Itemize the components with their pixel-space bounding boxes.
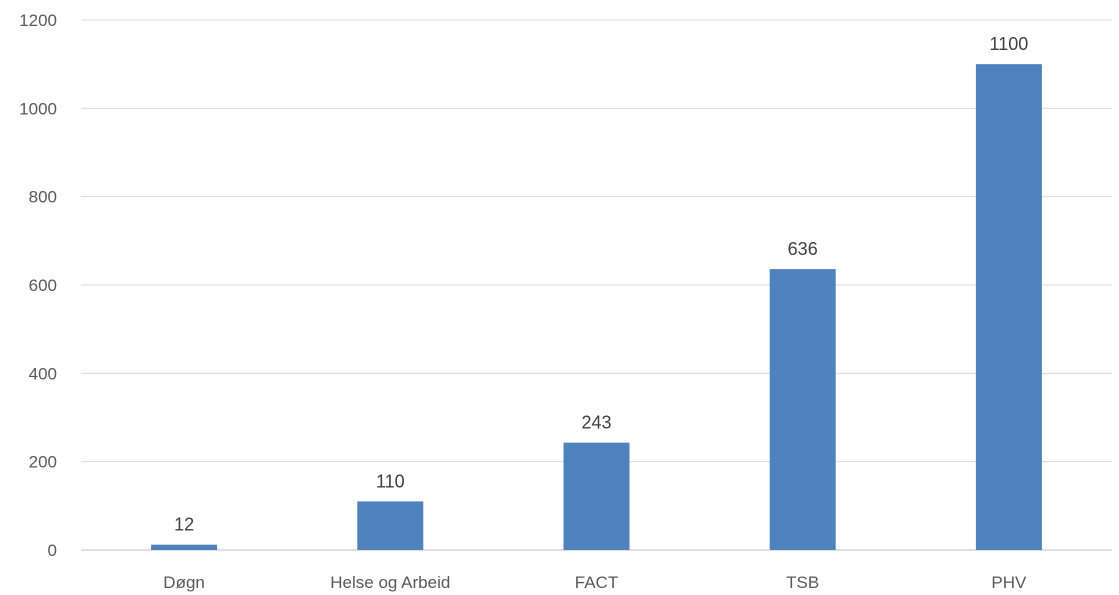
data-label: 110 xyxy=(376,471,405,491)
x-tick-label: Døgn xyxy=(163,573,205,592)
data-label: 636 xyxy=(788,239,818,259)
bar xyxy=(975,64,1042,551)
y-tick-label: 400 xyxy=(29,364,57,383)
y-tick-label: 200 xyxy=(29,453,57,472)
data-labels: 12 110 243 636 1100 xyxy=(174,34,1028,535)
x-tick-label: PHV xyxy=(991,573,1027,592)
bars xyxy=(151,64,1042,551)
y-tick-label: 600 xyxy=(29,276,57,295)
y-tick-label: 1000 xyxy=(19,99,57,118)
x-tick-label: FACT xyxy=(575,573,618,592)
y-tick-label: 0 xyxy=(48,541,57,560)
y-tick-label: 1200 xyxy=(19,11,57,30)
bar xyxy=(357,501,424,550)
data-label: 243 xyxy=(581,413,611,433)
y-tick-label: 800 xyxy=(29,188,57,207)
bar xyxy=(563,442,630,550)
x-axis-tick-labels: Døgn Helse og Arbeid FACT TSB PHV xyxy=(163,573,1027,592)
gridlines xyxy=(81,19,1112,551)
x-tick-label: TSB xyxy=(786,573,819,592)
y-axis-tick-labels: 0 200 400 600 800 1000 1200 xyxy=(19,11,57,560)
data-label: 1100 xyxy=(990,34,1029,54)
x-tick-label: Helse og Arbeid xyxy=(330,573,450,592)
bar xyxy=(769,269,836,550)
data-label: 12 xyxy=(174,515,194,535)
bar xyxy=(151,544,218,550)
